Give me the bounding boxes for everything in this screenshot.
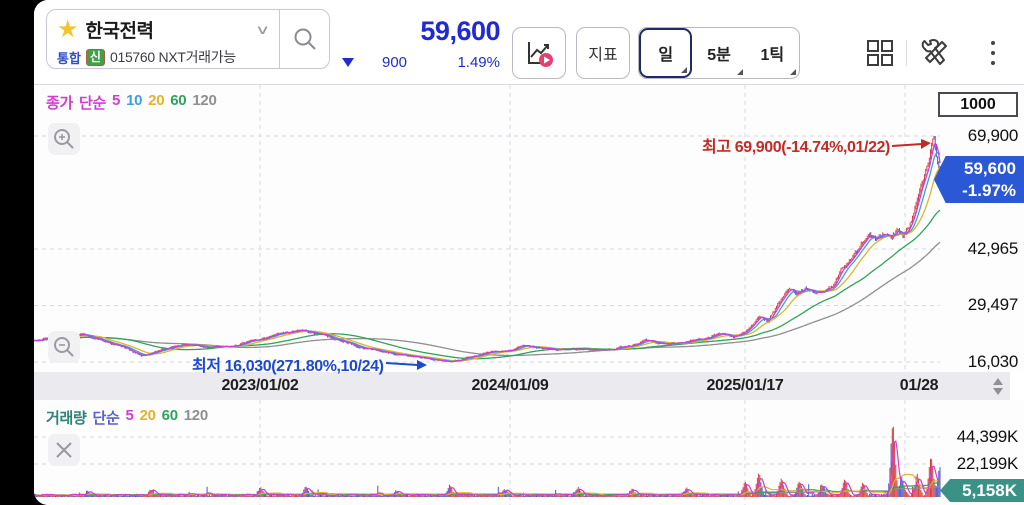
- chevron-down-icon: ∨: [255, 21, 271, 37]
- legend-ma20: 20: [148, 92, 165, 109]
- scroll-down-icon: [993, 387, 1003, 395]
- current-price-badge: 59,600 -1.97%: [934, 156, 1024, 203]
- high-annotation: 최고 69,900(-14.74%,01/22): [702, 133, 932, 157]
- volume-legend-title: 거래량: [46, 410, 87, 427]
- app-window: ★ 한국전력 ∨ 통합 신 015760 NXT거래가능 59,600: [34, 0, 1024, 505]
- volume-legend-type: 단순: [92, 410, 120, 427]
- indicator-button[interactable]: 지표: [576, 27, 630, 79]
- legend-type: 단순: [79, 95, 107, 112]
- volume-legend-ma5: 5: [125, 407, 134, 424]
- corner-fold-icon: [789, 69, 796, 75]
- main-chart-pane: 종가 단순 5 10 20 60 120 1000: [34, 85, 1024, 375]
- price-change-percent: 1.49%: [457, 54, 500, 71]
- volume-legend-ma120: 120: [183, 407, 208, 424]
- settings-button[interactable]: [918, 36, 952, 70]
- price-axis-label-2: 42,965: [967, 239, 1019, 258]
- grid-icon: [867, 40, 893, 66]
- price-axis-label-4: 16,030: [967, 352, 1019, 371]
- volume-pane: 거래량 단순 5 20 60 120 44,399K 22,199K 5,158…: [34, 400, 1024, 505]
- bar-count-box[interactable]: 1000: [938, 92, 1018, 117]
- header-divider: [906, 40, 907, 66]
- stock-info[interactable]: ★ 한국전력 ∨ 통합 신 015760 NXT거래가능: [47, 10, 279, 68]
- volume-axis-label-2: 22,199K: [956, 454, 1019, 473]
- low-annotation: 최저 16,030(271.80%,10/24): [192, 352, 428, 376]
- volume-legend-ma60: 60: [161, 407, 178, 424]
- current-volume-badge: 5,158K: [940, 479, 1024, 502]
- current-price: 59,600: [420, 16, 500, 46]
- corner-fold-icon: [681, 67, 688, 73]
- favorite-star-icon[interactable]: ★: [57, 15, 79, 43]
- zoom-out-icon: [54, 337, 74, 357]
- price-chart-svg[interactable]: [34, 85, 1024, 372]
- volume-axis-label-1: 44,399K: [956, 427, 1019, 446]
- x-axis-label-1: 2023/01/02: [221, 377, 299, 394]
- stock-tab-label: 통합: [57, 50, 81, 66]
- period-tick-button[interactable]: 1틱: [746, 28, 799, 78]
- more-menu-button[interactable]: [980, 36, 1006, 70]
- price-axis-label-1: 69,900: [967, 126, 1019, 145]
- kebab-icon: [991, 41, 995, 65]
- volume-chart-svg[interactable]: [34, 400, 1024, 505]
- legend-ma60: 60: [170, 92, 187, 109]
- new-listing-badge: 신: [85, 48, 105, 66]
- chart-style-icon: [528, 42, 553, 67]
- x-axis-label-4: 01/28: [899, 377, 939, 394]
- indicator-button-label: 지표: [588, 47, 618, 64]
- stock-name: 한국전력: [85, 21, 154, 42]
- layout-grid-button[interactable]: [863, 36, 897, 70]
- x-axis-band[interactable]: 2023/01/02 2024/01/09 2025/01/17 01/28: [34, 372, 1010, 400]
- chart-style-button[interactable]: [512, 27, 566, 79]
- x-axis-label-3: 2025/01/17: [706, 377, 784, 394]
- tools-icon: [921, 38, 947, 65]
- corner-fold-icon: [736, 69, 743, 75]
- price-summary: 59,600 900 1.49%: [334, 14, 504, 74]
- zoom-in-button[interactable]: [48, 123, 80, 155]
- search-icon: [294, 28, 316, 50]
- price-down-icon: [342, 58, 354, 67]
- period-day-button[interactable]: 일: [639, 28, 693, 78]
- period-button-group: 일 5분 1틱: [638, 27, 800, 79]
- close-volume-button[interactable]: [48, 434, 80, 466]
- period-5min-button[interactable]: 5분: [692, 28, 745, 78]
- legend-ma5: 5: [112, 92, 121, 109]
- zoom-in-icon: [54, 129, 74, 149]
- volume-legend: 거래량 단순 5 20 60 120: [46, 407, 208, 428]
- legend-ma120: 120: [192, 92, 217, 109]
- close-icon: [56, 442, 72, 458]
- axis-scroll-spinner[interactable]: [987, 375, 1009, 397]
- legend-title: 종가: [46, 95, 74, 112]
- volume-legend-ma20: 20: [139, 407, 156, 424]
- x-axis-label-2: 2024/01/09: [471, 377, 549, 394]
- low-arrow-icon: [385, 360, 427, 370]
- price-axis-label-3: 29,497: [967, 295, 1019, 314]
- stock-selector[interactable]: ★ 한국전력 ∨ 통합 신 015760 NXT거래가능: [46, 9, 330, 69]
- header: ★ 한국전력 ∨ 통합 신 015760 NXT거래가능 59,600: [34, 0, 1024, 85]
- price-change: 900: [382, 54, 408, 71]
- scroll-up-icon: [993, 377, 1003, 385]
- legend-ma10: 10: [126, 92, 143, 109]
- price-legend: 종가 단순 5 10 20 60 120: [46, 92, 217, 113]
- high-arrow-icon: [891, 139, 931, 149]
- stock-code: 015760 NXT거래가능: [109, 49, 236, 65]
- zoom-out-button[interactable]: [48, 331, 80, 363]
- search-button[interactable]: [279, 10, 329, 68]
